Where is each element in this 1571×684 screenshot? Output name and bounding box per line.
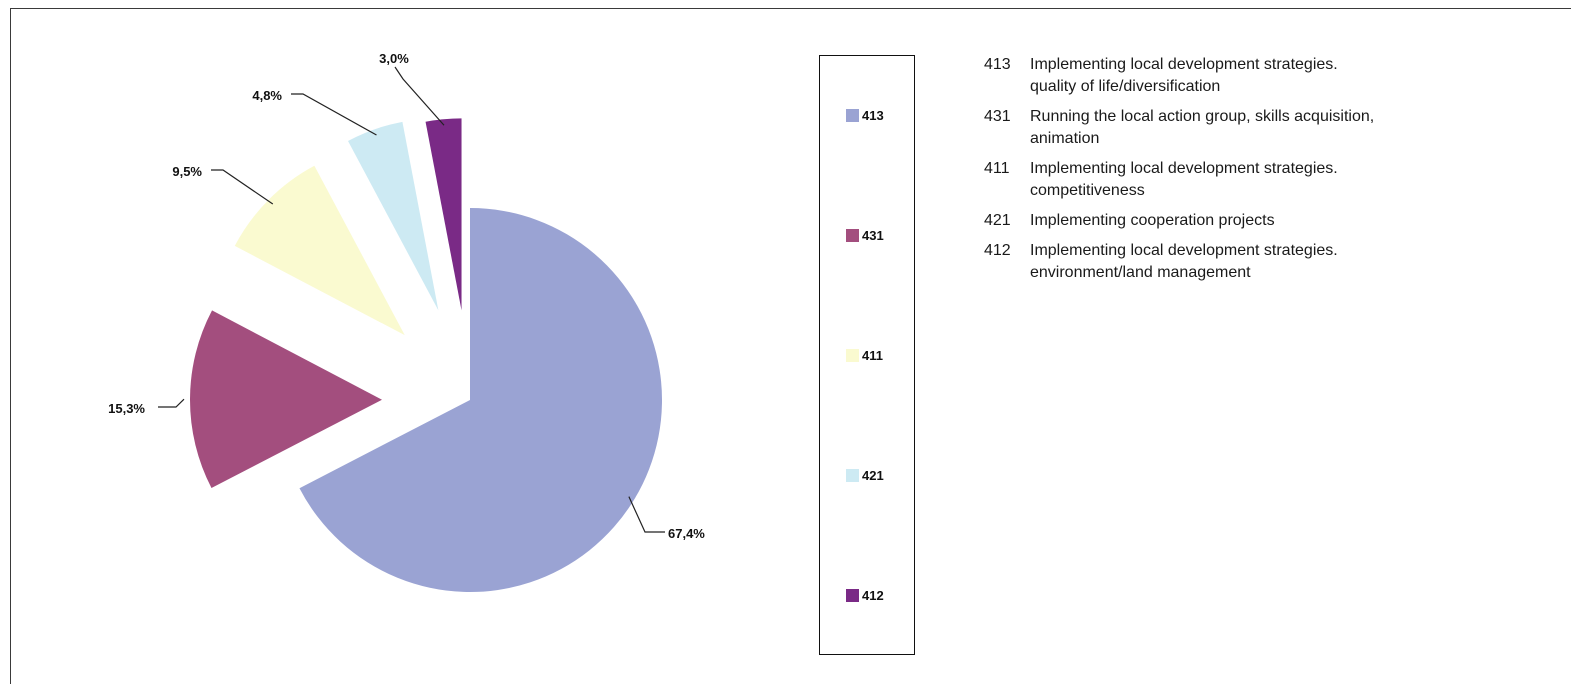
description-code: 431 [984,108,1011,125]
pie-slice-413 [299,208,663,592]
description-line: competitiveness [1030,182,1145,199]
description-code: 411 [984,160,1010,177]
description-item-411: 411 Implementing local development strat… [984,158,1544,202]
description-line: Implementing cooperation projects [1030,212,1275,229]
pie-slice-431 [190,310,383,488]
data-label-411: 9,5% [172,164,202,179]
description-text: Implementing local development strategie… [1030,240,1544,284]
description-text: Implementing local development strategie… [1030,158,1544,202]
pie-slice-412 [425,118,462,311]
legend-label: 431 [862,228,884,243]
description-code: 413 [984,56,1011,73]
description-line: animation [1030,130,1100,147]
legend-item-431: 431 [846,228,884,243]
leader-line-411 [211,169,274,205]
description-code: 421 [984,212,1011,229]
legend-swatch [846,469,859,482]
description-line: Running the local action group, skills a… [1030,108,1375,125]
pie-slice-421 [348,121,439,311]
description-text: Implementing local development strategie… [1030,54,1544,98]
data-label-412: 3,0% [379,51,409,66]
description-text: Implementing cooperation projects [1030,210,1544,232]
description-item-431: 431 Running the local action group, skil… [984,106,1544,150]
data-label-421: 4,8% [252,88,282,103]
description-code: 412 [984,242,1011,259]
description-item-413: 413 Implementing local development strat… [984,54,1544,98]
description-item-421: 421 Implementing cooperation projects [984,210,1544,232]
legend-swatch [846,349,859,362]
data-label-413: 67,4% [668,526,705,541]
description-text: Running the local action group, skills a… [1030,106,1544,150]
leader-line-431 [158,398,185,408]
legend-item-413: 413 [846,108,884,123]
legend-label: 411 [862,348,883,363]
leader-line-412 [394,66,445,126]
pie-chart: 67,4% 15,3% 9,5% 4,8% 3,0% [108,51,705,592]
legend-item-411: 411 [846,348,883,363]
description-line: Implementing local development strategie… [1030,160,1338,177]
legend-item-421: 421 [846,468,884,483]
legend-swatch [846,589,859,602]
pie-slice-411 [234,165,405,336]
legend-swatch [846,229,859,242]
code-description-list: 413 Implementing local development strat… [984,54,1544,292]
leader-line-421 [291,93,377,136]
description-line: environment/land management [1030,264,1251,281]
legend-label: 421 [862,468,884,483]
legend-label: 412 [862,588,884,603]
description-line: Implementing local development strategie… [1030,242,1338,259]
figure-frame [10,8,1571,684]
legend-item-412: 412 [846,588,884,603]
legend-swatch [846,109,859,122]
data-label-431: 15,3% [108,401,145,416]
description-item-412: 412 Implementing local development strat… [984,240,1544,284]
description-line: quality of life/diversification [1030,78,1221,95]
leader-line-413 [628,496,665,533]
legend-label: 413 [862,108,884,123]
description-line: Implementing local development strategie… [1030,56,1338,73]
legend: 413 431 411 421 412 [819,55,915,655]
